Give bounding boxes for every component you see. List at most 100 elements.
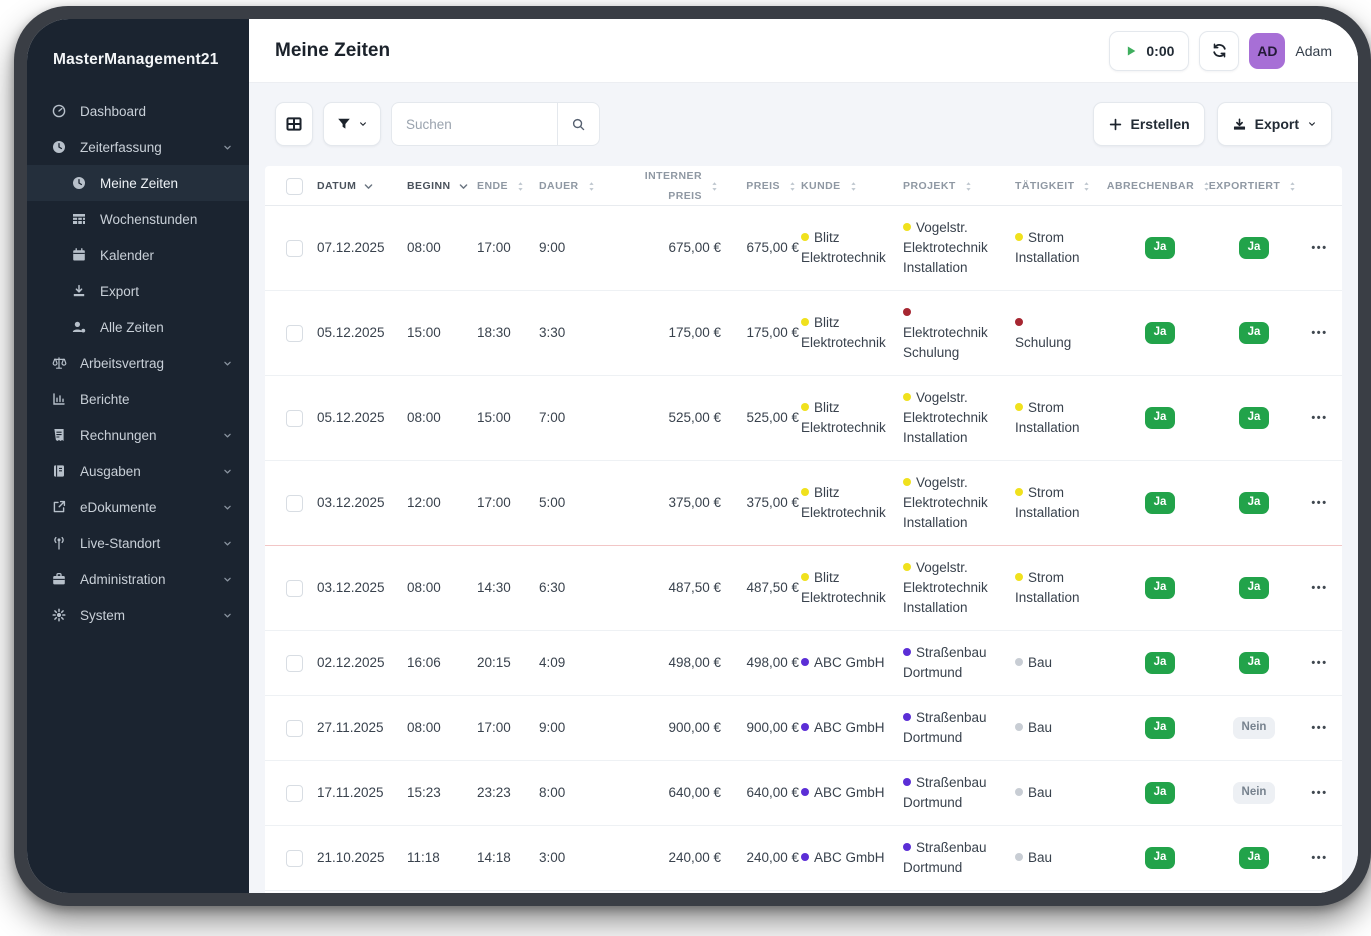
row-actions-button[interactable]: ••• bbox=[1311, 412, 1328, 424]
taetigkeit-label: Bau bbox=[1028, 850, 1053, 865]
sidebar-item-wochenstunden[interactable]: Wochenstunden bbox=[27, 201, 249, 237]
row-checkbox[interactable] bbox=[285, 849, 303, 867]
row-actions-button[interactable]: ••• bbox=[1311, 497, 1328, 509]
column-header-datum[interactable]: DATUM bbox=[317, 176, 407, 196]
row-actions-button[interactable]: ••• bbox=[1311, 787, 1328, 799]
abrechenbar-status-badge: Ja bbox=[1144, 652, 1176, 674]
chevron-down-icon bbox=[362, 180, 375, 193]
create-button-label: Erstellen bbox=[1130, 116, 1190, 132]
sidebar-item-zeiterfassung[interactable]: Zeiterfassung bbox=[27, 129, 249, 165]
sidebar-item-dashboard[interactable]: Dashboard bbox=[27, 93, 249, 129]
kunde-color-dot-icon bbox=[801, 318, 809, 326]
table-row: 17.11.2025 15:23 23:23 8:00 640,00 € 640,00 €… bbox=[265, 761, 1342, 826]
row-checkbox[interactable] bbox=[285, 579, 303, 597]
cell-kunde: Blitz Elektrotechnik bbox=[801, 313, 903, 353]
column-label: EXPORTIERT bbox=[1208, 180, 1281, 192]
cell-actions: ••• bbox=[1299, 718, 1340, 738]
sidebar-item-rechnungen[interactable]: Rechnungen bbox=[27, 417, 249, 453]
row-actions-button[interactable]: ••• bbox=[1311, 657, 1328, 669]
download-icon bbox=[71, 283, 87, 299]
column-header-taetigkeit[interactable]: TÄTIGKEIT bbox=[1015, 176, 1111, 196]
export-button[interactable]: Export bbox=[1216, 102, 1332, 146]
column-header-exportiert[interactable]: EXPORTIERT bbox=[1209, 176, 1299, 196]
cell-dauer: 3:30 bbox=[539, 325, 566, 340]
search-button[interactable] bbox=[557, 102, 600, 146]
sidebar-item-arbeitsvertrag[interactable]: Arbeitsvertrag bbox=[27, 345, 249, 381]
kunde-color-dot-icon bbox=[801, 853, 809, 861]
timer-button[interactable]: 0:00 bbox=[1109, 30, 1190, 71]
table-body: 07.12.2025 08:00 17:00 9:00 675,00 € 675,00 €… bbox=[265, 206, 1342, 891]
column-header-beginn[interactable]: BEGINN bbox=[407, 176, 477, 196]
cell-taetigkeit: Bau bbox=[1015, 848, 1111, 868]
sidebar-item-edokumente[interactable]: eDokumente bbox=[27, 489, 249, 525]
row-checkbox[interactable] bbox=[285, 654, 303, 672]
create-button[interactable]: Erstellen bbox=[1092, 102, 1205, 146]
sidebar-item-label: Administration bbox=[80, 571, 166, 587]
row-checkbox[interactable] bbox=[285, 719, 303, 737]
cell-kunde: ABC GmbH bbox=[801, 783, 903, 803]
kunde-label: Blitz Elektrotechnik bbox=[801, 485, 886, 520]
column-label: ENDE bbox=[477, 180, 508, 192]
sidebar-item-system[interactable]: System bbox=[27, 597, 249, 633]
cell-abrechenbar: Ja bbox=[1111, 782, 1209, 804]
row-checkbox[interactable] bbox=[285, 239, 303, 257]
row-checkbox[interactable] bbox=[285, 494, 303, 512]
column-label: ABRECHENBAR bbox=[1106, 180, 1195, 192]
cell-dauer: 6:30 bbox=[539, 580, 566, 595]
taetigkeit-label: Bau bbox=[1028, 785, 1053, 800]
invoice-icon bbox=[51, 427, 67, 443]
cell-projekt: Vogelstr. Elektrotechnik Installation bbox=[903, 388, 1015, 448]
taetigkeit-color-dot-icon bbox=[1015, 403, 1023, 411]
kunde-label: Blitz Elektrotechnik bbox=[801, 570, 886, 605]
sidebar-item-kalender[interactable]: Kalender bbox=[27, 237, 249, 273]
cell-exportiert: Ja bbox=[1209, 847, 1299, 869]
projekt-color-dot-icon bbox=[903, 843, 911, 851]
avatar[interactable]: AD bbox=[1249, 32, 1286, 69]
row-checkbox[interactable] bbox=[285, 784, 303, 802]
projekt-color-dot-icon bbox=[903, 393, 911, 401]
chevron-down-icon bbox=[457, 180, 470, 193]
sidebar-item-export[interactable]: Export bbox=[27, 273, 249, 309]
projekt-label: Vogelstr. Elektrotechnik Installation bbox=[903, 475, 988, 530]
row-actions-button[interactable]: ••• bbox=[1311, 852, 1328, 864]
cell-beginn: 15:23 bbox=[407, 785, 441, 800]
row-actions-button[interactable]: ••• bbox=[1311, 242, 1328, 254]
row-checkbox[interactable] bbox=[285, 409, 303, 427]
cell-abrechenbar: Ja bbox=[1111, 322, 1209, 344]
sidebar-item-berichte[interactable]: Berichte bbox=[27, 381, 249, 417]
row-checkbox[interactable] bbox=[285, 324, 303, 342]
select-all-checkbox[interactable] bbox=[285, 177, 303, 195]
column-header-projekt[interactable]: PROJEKT bbox=[903, 176, 1015, 196]
sidebar-item-ausgaben[interactable]: Ausgaben bbox=[27, 453, 249, 489]
sidebar-item-alle-zeiten[interactable]: Alle Zeiten bbox=[27, 309, 249, 345]
row-actions-button[interactable]: ••• bbox=[1311, 582, 1328, 594]
sidebar-item-live-standort[interactable]: Live-Standort bbox=[27, 525, 249, 561]
cell-exportiert: Nein bbox=[1209, 782, 1299, 804]
column-header-ende[interactable]: ENDE bbox=[477, 176, 539, 196]
row-actions-button[interactable]: ••• bbox=[1311, 327, 1328, 339]
column-label: DAUER bbox=[539, 180, 579, 192]
header-controls: 0:00 AD Adam bbox=[1109, 30, 1332, 71]
taetigkeit-color-dot-icon bbox=[1015, 488, 1023, 496]
sidebar-item-meine-zeiten[interactable]: Meine Zeiten bbox=[27, 165, 249, 201]
projekt-label: Vogelstr. Elektrotechnik Installation bbox=[903, 220, 988, 275]
table-row: 27.11.2025 08:00 17:00 9:00 900,00 € 900,00 €… bbox=[265, 696, 1342, 761]
column-header-kunde[interactable]: KUNDE bbox=[801, 176, 903, 196]
column-header-abrechenbar[interactable]: ABRECHENBAR bbox=[1107, 176, 1209, 196]
column-header-dauer[interactable]: DAUER bbox=[539, 176, 613, 196]
grid-view-button[interactable] bbox=[275, 102, 313, 146]
filter-button[interactable] bbox=[323, 102, 381, 146]
cell-actions: ••• bbox=[1299, 653, 1340, 673]
projekt-color-dot-icon bbox=[903, 223, 911, 231]
column-header-interner_preis[interactable]: INTERNER PREIS bbox=[613, 166, 723, 206]
briefcase-icon bbox=[51, 571, 67, 587]
cell-taetigkeit: Bau bbox=[1015, 783, 1111, 803]
row-actions-button[interactable]: ••• bbox=[1311, 722, 1328, 734]
cell-abrechenbar: Ja bbox=[1111, 652, 1209, 674]
column-header-preis[interactable]: PREIS bbox=[723, 176, 801, 196]
cell-datum: 07.12.2025 bbox=[317, 240, 385, 255]
row-checkbox-cell bbox=[271, 579, 317, 597]
sidebar-item-administration[interactable]: Administration bbox=[27, 561, 249, 597]
search-input[interactable] bbox=[391, 102, 557, 146]
refresh-button[interactable] bbox=[1199, 30, 1240, 71]
